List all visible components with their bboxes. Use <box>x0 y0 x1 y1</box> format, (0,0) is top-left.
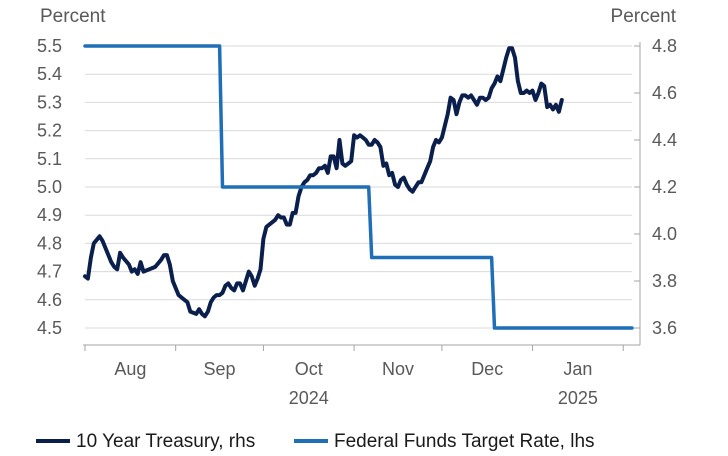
x-axis: Aug Sep Oct Nov Dec Jan 2024 2025 <box>83 344 640 408</box>
x-month-label: Nov <box>382 359 414 379</box>
right-tick-label: 4.0 <box>652 224 677 244</box>
left-tick-label: 5.2 <box>37 121 62 141</box>
left-tick-label: 5.1 <box>37 149 62 169</box>
right-tick-label: 4.2 <box>652 177 677 197</box>
right-tick-label: 3.8 <box>652 271 677 291</box>
legend: 10 Year Treasury, rhs Federal Funds Targ… <box>36 431 595 452</box>
x-month-label: Jan <box>563 359 592 379</box>
x-month-label: Dec <box>471 359 503 379</box>
left-tick-label: 5.3 <box>37 92 62 112</box>
x-month-label: Sep <box>204 359 236 379</box>
left-axis-unit-label: Percent <box>40 6 106 27</box>
x-month-label: Oct <box>295 359 323 379</box>
x-year-label: 2025 <box>558 388 598 408</box>
series-line-10y-treasury <box>83 46 564 319</box>
series-layer <box>83 44 634 330</box>
left-tick-label: 4.7 <box>37 262 62 282</box>
left-tick-label: 4.6 <box>37 290 62 310</box>
right-tick-label: 4.4 <box>652 130 677 150</box>
left-tick-label: 4.9 <box>37 205 62 225</box>
legend-label-treasury: 10 Year Treasury, rhs <box>76 431 255 452</box>
x-year-label: 2024 <box>289 388 329 408</box>
right-tick-label: 4.6 <box>652 83 677 103</box>
left-tick-label: 4.8 <box>37 233 62 253</box>
x-month-label: Aug <box>114 359 146 379</box>
left-tick-label: 4.5 <box>37 318 62 338</box>
left-axis: Percent 5.5 5.4 5.3 5.2 5.1 5.0 4.9 4.8 4.7 4.6 4.… <box>37 6 106 338</box>
right-axis-unit-label: Percent <box>611 6 677 27</box>
legend-label-fed-funds: Federal Funds Target Rate, lhs <box>334 431 595 452</box>
left-tick-label: 5.4 <box>37 64 62 84</box>
left-tick-label: 5.0 <box>37 177 62 197</box>
right-tick-label: 3.6 <box>652 318 677 338</box>
right-tick-label: 4.8 <box>652 36 677 56</box>
right-axis: Percent 4.8 4.6 4.4 4.2 4.0 3.8 3.6 <box>611 6 677 345</box>
left-tick-label: 5.5 <box>37 36 62 56</box>
series-line-fed-funds-rate <box>83 44 634 330</box>
